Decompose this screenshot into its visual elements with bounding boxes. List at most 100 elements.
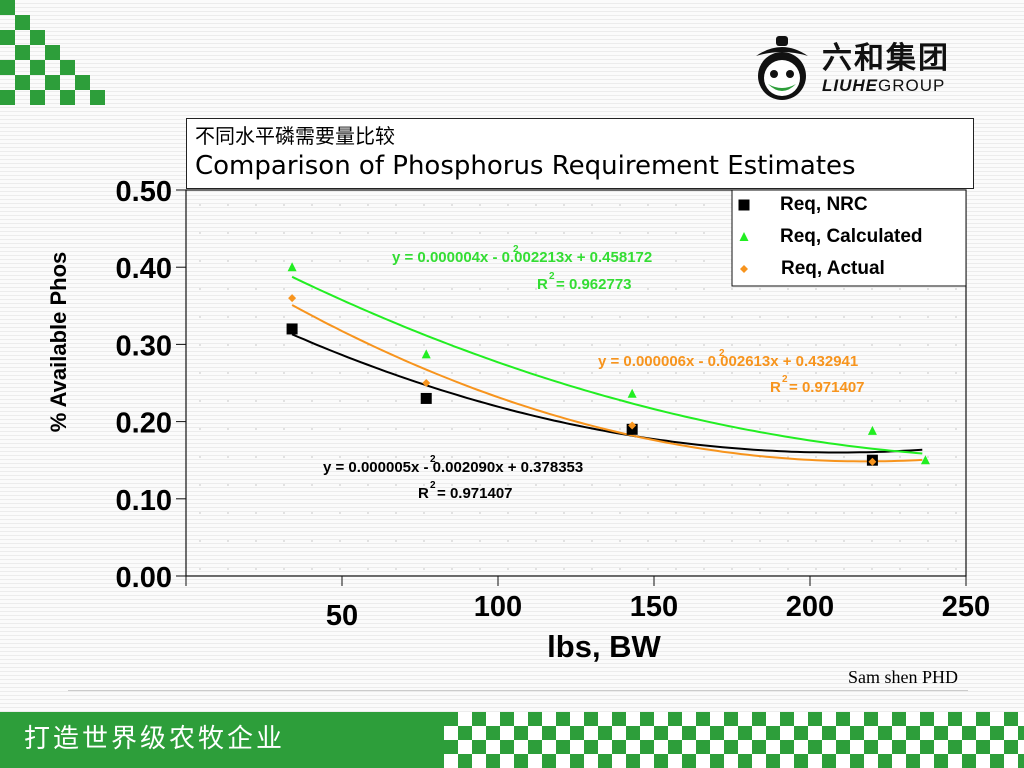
grid-dot <box>283 288 285 290</box>
grid-dot <box>731 484 733 486</box>
grid-dot <box>899 400 901 402</box>
data-point-triangle <box>867 425 877 435</box>
grid-dot <box>283 232 285 234</box>
grid-dot <box>647 568 649 570</box>
grid-dot <box>647 372 649 374</box>
grid-dot <box>591 456 593 458</box>
grid-dot <box>283 260 285 262</box>
r-squared-value: = 0.971407 <box>433 485 513 502</box>
grid-dot <box>731 372 733 374</box>
grid-dot <box>647 232 649 234</box>
grid-dot <box>339 428 341 430</box>
checker-square <box>0 30 15 45</box>
grid-dot <box>731 344 733 346</box>
checker-square <box>15 75 30 90</box>
grid-dot <box>731 512 733 514</box>
r-squared-exponent: 2 <box>549 271 555 282</box>
grid-dot <box>255 232 257 234</box>
grid-dot <box>675 456 677 458</box>
checker-square <box>682 754 696 768</box>
grid-dot <box>675 540 677 542</box>
grid-dot <box>227 344 229 346</box>
grid-dot <box>367 428 369 430</box>
grid-dot <box>507 344 509 346</box>
grid-dot <box>311 204 313 206</box>
checker-square <box>794 726 808 740</box>
grid-dot <box>255 484 257 486</box>
grid-dot <box>423 484 425 486</box>
grid-dot <box>255 372 257 374</box>
grid-dot <box>311 288 313 290</box>
checker-square <box>878 754 892 768</box>
grid-dot <box>843 512 845 514</box>
grid-dot <box>675 400 677 402</box>
grid-dot <box>759 512 761 514</box>
grid-dot <box>367 568 369 570</box>
grid-dot <box>619 372 621 374</box>
grid-dot <box>787 288 789 290</box>
grid-dot <box>367 456 369 458</box>
trendline-req-calculated <box>291 275 923 455</box>
grid-dot <box>339 372 341 374</box>
x-tick-label: 250 <box>942 591 990 623</box>
grid-dot <box>423 568 425 570</box>
checker-square <box>724 740 738 754</box>
checker-square <box>514 754 528 768</box>
brand-name-en-bold: LIUHE <box>822 76 878 95</box>
grid-dot <box>927 428 929 430</box>
grid-dot <box>591 344 593 346</box>
grid-dot <box>507 540 509 542</box>
grid-dot <box>591 316 593 318</box>
grid-dot <box>759 400 761 402</box>
grid-dot <box>535 568 537 570</box>
checker-square <box>500 740 514 754</box>
grid-dot <box>339 540 341 542</box>
grid-dot <box>703 512 705 514</box>
checker-square <box>542 754 556 768</box>
grid-dot <box>395 400 397 402</box>
trend-equation-exponent: 2 <box>430 454 436 465</box>
grid-dot <box>535 260 537 262</box>
grid-dot <box>199 260 201 262</box>
data-point-triangle <box>421 349 431 359</box>
grid-dot <box>563 316 565 318</box>
r-squared-label: R <box>537 276 548 293</box>
trend-equation: y = 0.000005x - 0.002090x + 0.378353 <box>323 459 583 476</box>
grid-dot <box>927 484 929 486</box>
grid-dot <box>731 428 733 430</box>
grid-dot <box>871 288 873 290</box>
grid-dot <box>843 288 845 290</box>
grid-dot <box>843 540 845 542</box>
grid-dot <box>507 428 509 430</box>
grid-dot <box>703 540 705 542</box>
grid-dot <box>815 484 817 486</box>
r-squared-label: R <box>770 379 781 396</box>
checker-square <box>60 60 75 75</box>
grid-dot <box>227 484 229 486</box>
grid-dot <box>591 400 593 402</box>
checker-square <box>850 726 864 740</box>
checker-square <box>752 712 766 726</box>
checker-square <box>654 754 668 768</box>
grid-dot <box>395 428 397 430</box>
checker-square <box>780 740 794 754</box>
checker-square <box>976 712 990 726</box>
grid-dot <box>507 372 509 374</box>
grid-dot <box>927 316 929 318</box>
data-point-diamond <box>422 379 431 387</box>
grid-dot <box>283 456 285 458</box>
grid-dot <box>339 316 341 318</box>
grid-dot <box>815 428 817 430</box>
checker-square <box>724 712 738 726</box>
grid-dot <box>535 344 537 346</box>
grid-dot <box>563 400 565 402</box>
grid-dot <box>927 568 929 570</box>
grid-dot <box>899 568 901 570</box>
y-axis-label: % Available Phos <box>46 252 71 433</box>
checker-square <box>738 726 752 740</box>
legend-box <box>731 189 967 287</box>
grid-dot <box>843 316 845 318</box>
grid-dot <box>479 456 481 458</box>
checker-square <box>486 726 500 740</box>
